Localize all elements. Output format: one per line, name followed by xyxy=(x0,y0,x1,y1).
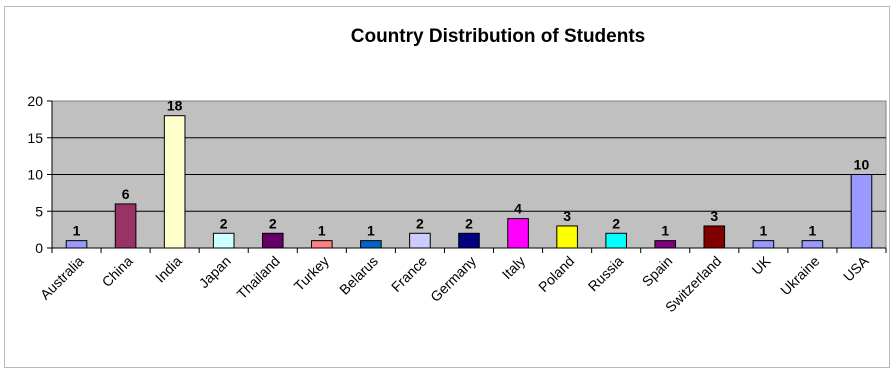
data-label: 2 xyxy=(220,215,228,231)
bar-thailand xyxy=(261,232,284,249)
bar-russia xyxy=(605,232,627,249)
y-tick-label: 20 xyxy=(27,93,43,109)
data-label: 4 xyxy=(514,201,522,217)
bar-germany xyxy=(458,232,480,249)
data-label: 2 xyxy=(269,215,277,231)
bar-india xyxy=(163,115,186,249)
chart-title: Country Distribution of Students xyxy=(350,26,646,47)
bar-usa xyxy=(850,174,873,249)
data-label: 2 xyxy=(612,215,620,231)
x-tick-label: Poland xyxy=(535,253,577,295)
data-label: 3 xyxy=(563,208,571,224)
data-label: 1 xyxy=(809,223,817,239)
bar-poland xyxy=(556,225,578,249)
data-label: 18 xyxy=(167,98,183,114)
bar-japan xyxy=(212,232,235,249)
x-tick-label: India xyxy=(152,253,185,286)
data-label: 6 xyxy=(122,186,130,202)
data-label: 10 xyxy=(854,157,870,173)
data-labels: 1 6 18 2 2 1 1 2 2 4 3 2 1 3 1 1 10 xyxy=(73,98,870,239)
x-tick-label: Italy xyxy=(499,253,528,282)
bar-china xyxy=(114,203,137,249)
data-label: 1 xyxy=(367,223,375,239)
x-tick-label: USA xyxy=(840,252,872,284)
y-tick-label: 15 xyxy=(27,130,43,146)
data-label: 2 xyxy=(465,215,473,231)
x-axis: Australia China India Japan Thailand Turkey Be… xyxy=(37,247,887,315)
y-axis: 0 5 10 15 20 xyxy=(27,93,53,256)
y-tick-label: 10 xyxy=(27,167,43,183)
x-tick-label: Belarus xyxy=(336,253,381,298)
bar-spain xyxy=(654,240,677,249)
x-tick-label: China xyxy=(99,253,136,290)
data-label: 1 xyxy=(318,223,326,239)
bar-switzerland xyxy=(703,225,726,249)
bar-italy xyxy=(507,218,529,249)
data-label: 1 xyxy=(661,223,669,239)
bars xyxy=(65,115,873,249)
bar-australia xyxy=(65,240,88,249)
x-tick-label: Spain xyxy=(639,253,676,290)
x-tick-label: Japan xyxy=(196,253,234,291)
bar-france xyxy=(409,232,431,249)
bar-turkey xyxy=(311,240,333,249)
y-tick-label: 0 xyxy=(35,240,43,256)
x-tick-label: Australia xyxy=(37,253,87,303)
bar-ukraine xyxy=(801,240,824,249)
x-tick-label: Ukraine xyxy=(777,253,823,299)
x-tick-label: UK xyxy=(748,252,774,278)
data-label: 1 xyxy=(759,223,767,239)
bar-belarus xyxy=(360,240,382,249)
x-tick-label: Germany xyxy=(427,253,479,305)
x-tick-label: France xyxy=(388,253,430,295)
data-label: 1 xyxy=(73,223,81,239)
data-label: 2 xyxy=(416,215,424,231)
x-tick-label: Thailand xyxy=(234,253,283,302)
bar-uk xyxy=(752,240,775,249)
data-label: 3 xyxy=(710,208,718,224)
gridlines xyxy=(52,137,886,212)
x-tick-label: Turkey xyxy=(291,253,332,294)
x-tick-label: Russia xyxy=(585,253,627,295)
y-tick-label: 5 xyxy=(35,203,43,219)
